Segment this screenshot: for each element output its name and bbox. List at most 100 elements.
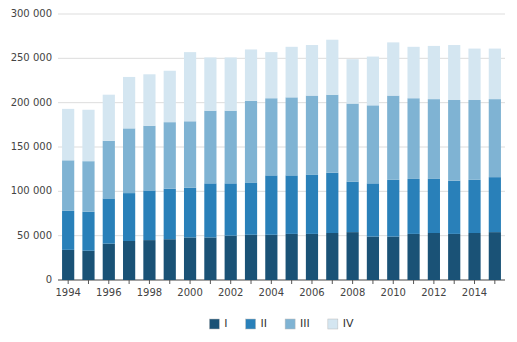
x-tick: [393, 280, 394, 284]
x-tick-label: 2000: [177, 287, 202, 298]
bar-segment: [225, 183, 237, 235]
bar-segment: [468, 233, 480, 280]
bar-segment: [265, 235, 277, 280]
bar-segment: [448, 181, 460, 234]
bar-segment: [184, 121, 196, 188]
bar-segment: [82, 161, 94, 212]
bar-segment: [184, 188, 196, 238]
bar-segment: [468, 180, 480, 233]
x-tick: [352, 280, 353, 284]
bar-segment: [103, 141, 115, 199]
bar-segment: [387, 237, 399, 280]
bar-segment: [306, 174, 318, 233]
bar-segment: [347, 182, 359, 233]
bar-segment: [407, 47, 419, 98]
x-tick-label: 2012: [421, 287, 446, 298]
x-tick: [190, 280, 191, 284]
bar-segment: [347, 232, 359, 280]
bar-segment: [468, 49, 480, 100]
bar-segment: [367, 57, 379, 106]
bar-segment: [164, 122, 176, 189]
bar-segment: [428, 179, 440, 233]
bar-segment: [143, 190, 155, 240]
bar-segment: [489, 177, 501, 232]
legend: IIIIIIIV: [209, 317, 354, 330]
x-tick: [88, 280, 89, 284]
legend-label: III: [300, 317, 310, 330]
legend-swatch: [328, 319, 338, 329]
bar-segment: [428, 46, 440, 99]
x-tick: [494, 280, 495, 284]
y-tick-label: 100 000: [11, 185, 52, 196]
bar-segment: [286, 47, 298, 98]
bar-segment: [184, 237, 196, 280]
legend-label: II: [261, 317, 268, 330]
bar-segment: [428, 99, 440, 179]
bar-segment: [367, 237, 379, 280]
bar-segment: [103, 244, 115, 280]
x-tick: [129, 280, 130, 284]
bar-segment: [245, 182, 257, 234]
bar-segment: [265, 175, 277, 234]
legend-item: III: [285, 317, 310, 330]
bar-segment: [286, 175, 298, 234]
x-tick: [251, 280, 252, 284]
axes: 050 000100 000150 000200 000250 000300 0…: [11, 8, 505, 298]
bar-segment: [407, 234, 419, 280]
legend-swatch: [246, 319, 256, 329]
bar-segment: [367, 183, 379, 236]
bar-segment: [123, 241, 135, 280]
bar-segment: [245, 49, 257, 100]
x-tick-label: 2004: [259, 287, 284, 298]
bar-segment: [326, 233, 338, 280]
legend-item: I: [209, 317, 227, 330]
bar-segment: [123, 77, 135, 128]
bar-segment: [62, 250, 74, 280]
bar-segment: [82, 212, 94, 251]
y-tick-label: 300 000: [11, 8, 52, 19]
y-tick-label: 200 000: [11, 97, 52, 108]
x-tick: [68, 280, 69, 284]
bar-segment: [184, 52, 196, 121]
x-tick: [332, 280, 333, 284]
bar-segment: [387, 42, 399, 95]
bar-segment: [489, 49, 501, 100]
bar-segment: [82, 110, 94, 161]
bar-segment: [489, 99, 501, 177]
x-tick: [433, 280, 434, 284]
bar-segment: [82, 251, 94, 280]
x-tick: [454, 280, 455, 284]
x-tick-label: 2014: [462, 287, 487, 298]
bar-segment: [448, 45, 460, 100]
legend-label: IV: [343, 317, 354, 330]
bar-segment: [143, 126, 155, 191]
y-tick-label: 150 000: [11, 141, 52, 152]
bar-segment: [204, 237, 216, 280]
bar-segment: [387, 96, 399, 180]
bar-segment: [225, 236, 237, 280]
x-tick: [372, 280, 373, 284]
bar-segment: [326, 40, 338, 95]
y-tick-label: 250 000: [11, 52, 52, 63]
bar-segment: [164, 189, 176, 240]
x-tick-label: 2002: [218, 287, 243, 298]
x-tick: [474, 280, 475, 284]
legend-item: II: [246, 317, 268, 330]
x-tick-label: 1996: [96, 287, 121, 298]
bar-segment: [347, 59, 359, 103]
x-tick-label: 2008: [340, 287, 365, 298]
x-tick-label: 1994: [55, 287, 80, 298]
legend-swatch: [209, 319, 219, 329]
x-tick: [311, 280, 312, 284]
bar-segment: [265, 98, 277, 175]
x-tick: [271, 280, 272, 284]
bar-segment: [245, 101, 257, 183]
x-tick: [413, 280, 414, 284]
bar-segment: [387, 180, 399, 237]
x-tick: [108, 280, 109, 284]
bar-segment: [62, 160, 74, 211]
bar-segment: [407, 98, 419, 179]
bar-segment: [62, 211, 74, 250]
bar-segment: [306, 96, 318, 175]
bar-segment: [164, 71, 176, 122]
